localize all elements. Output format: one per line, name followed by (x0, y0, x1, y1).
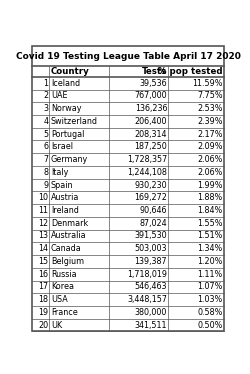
Text: 5: 5 (44, 130, 49, 139)
Text: 2.17%: 2.17% (197, 130, 223, 139)
Text: 4: 4 (44, 117, 49, 126)
Text: 15: 15 (38, 257, 48, 266)
Text: Iceland: Iceland (51, 79, 80, 88)
Text: 930,230: 930,230 (134, 181, 167, 190)
Text: Switzerland: Switzerland (51, 117, 98, 126)
Text: Country: Country (51, 67, 90, 76)
Text: 208,314: 208,314 (135, 130, 167, 139)
Text: 0.50%: 0.50% (198, 321, 223, 329)
Text: Austria: Austria (51, 193, 79, 202)
Text: 11: 11 (38, 206, 48, 215)
Text: 2.06%: 2.06% (198, 168, 223, 177)
Text: Tests: Tests (142, 67, 167, 76)
Text: UAE: UAE (51, 91, 67, 101)
Text: 391,530: 391,530 (134, 232, 167, 240)
Text: Italy: Italy (51, 168, 68, 177)
Text: 7: 7 (44, 155, 49, 164)
Text: 7.75%: 7.75% (197, 91, 223, 101)
Text: 87,024: 87,024 (140, 219, 167, 228)
Text: 90,646: 90,646 (140, 206, 167, 215)
Text: Korea: Korea (51, 282, 74, 291)
Text: Israel: Israel (51, 142, 73, 151)
Text: Norway: Norway (51, 104, 81, 113)
Text: 341,511: 341,511 (135, 321, 167, 329)
Text: 136,236: 136,236 (135, 104, 167, 113)
Text: 11.59%: 11.59% (192, 79, 223, 88)
Text: 39,536: 39,536 (140, 79, 167, 88)
Text: 2.06%: 2.06% (198, 155, 223, 164)
Text: 1,728,357: 1,728,357 (127, 155, 167, 164)
Text: 139,387: 139,387 (134, 257, 167, 266)
Text: % pop tested: % pop tested (158, 67, 223, 76)
Text: Belgium: Belgium (51, 257, 84, 266)
Text: 9: 9 (44, 181, 49, 190)
Text: 1.51%: 1.51% (198, 232, 223, 240)
Text: 2.53%: 2.53% (197, 104, 223, 113)
Text: 206,400: 206,400 (135, 117, 167, 126)
Text: 187,250: 187,250 (134, 142, 167, 151)
Text: 2: 2 (44, 91, 49, 101)
Bar (32, 66, 224, 77)
Text: 0.58%: 0.58% (198, 308, 223, 317)
Text: 1.84%: 1.84% (198, 206, 223, 215)
Text: 503,003: 503,003 (135, 244, 167, 253)
Text: 380,000: 380,000 (135, 308, 167, 317)
Text: 1: 1 (44, 79, 49, 88)
Text: 1.20%: 1.20% (198, 257, 223, 266)
Text: 546,463: 546,463 (135, 282, 167, 291)
Text: UK: UK (51, 321, 62, 329)
Text: Australia: Australia (51, 232, 86, 240)
Text: 1,718,019: 1,718,019 (127, 270, 167, 279)
Text: 12: 12 (38, 219, 48, 228)
Text: 16: 16 (38, 270, 48, 279)
Text: 1,244,108: 1,244,108 (127, 168, 167, 177)
Text: USA: USA (51, 295, 68, 304)
Text: Ireland: Ireland (51, 206, 79, 215)
Text: Covid 19 Testing League Table April 17 2020: Covid 19 Testing League Table April 17 2… (16, 52, 240, 61)
Bar (32, 46, 224, 66)
Text: 10: 10 (38, 193, 48, 202)
Text: 1.88%: 1.88% (198, 193, 223, 202)
Text: 1.55%: 1.55% (197, 219, 223, 228)
Text: 19: 19 (38, 308, 48, 317)
Text: Denmark: Denmark (51, 219, 88, 228)
Text: 3: 3 (44, 104, 49, 113)
Text: 20: 20 (38, 321, 48, 329)
Text: 2.09%: 2.09% (197, 142, 223, 151)
Text: 17: 17 (38, 282, 48, 291)
Text: 14: 14 (38, 244, 48, 253)
Text: 18: 18 (38, 295, 48, 304)
Text: 3,448,157: 3,448,157 (127, 295, 167, 304)
Text: 169,272: 169,272 (134, 193, 167, 202)
Text: 767,000: 767,000 (134, 91, 167, 101)
Text: 1.34%: 1.34% (198, 244, 223, 253)
Text: 1.11%: 1.11% (198, 270, 223, 279)
Text: 8: 8 (44, 168, 49, 177)
Text: 1.07%: 1.07% (198, 282, 223, 291)
Text: Portugal: Portugal (51, 130, 84, 139)
Text: 1.03%: 1.03% (198, 295, 223, 304)
Text: 1.99%: 1.99% (197, 181, 223, 190)
Text: Spain: Spain (51, 181, 73, 190)
Text: 2.39%: 2.39% (197, 117, 223, 126)
Text: Russia: Russia (51, 270, 76, 279)
Text: 13: 13 (38, 232, 48, 240)
Text: Germany: Germany (51, 155, 88, 164)
Text: 6: 6 (44, 142, 49, 151)
Text: Canada: Canada (51, 244, 82, 253)
Text: France: France (51, 308, 78, 317)
